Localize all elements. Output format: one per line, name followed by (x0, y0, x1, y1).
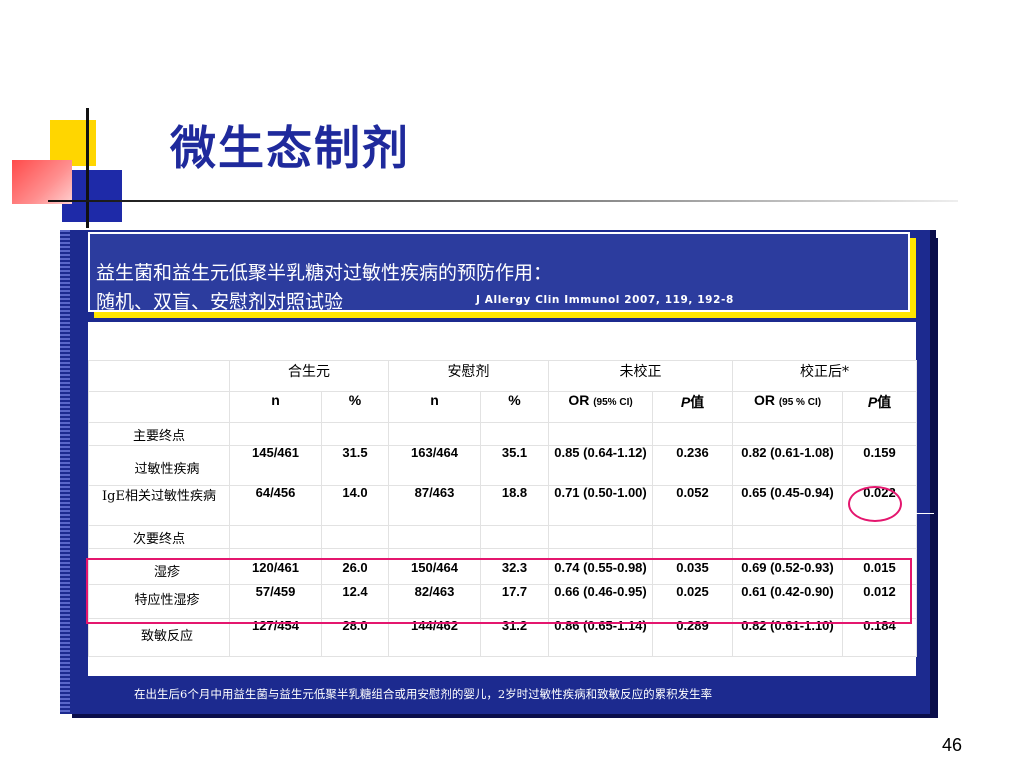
cell-or-adj: 0.69 (0.52-0.93) (732, 548, 843, 585)
decor-blue-square (62, 170, 122, 222)
decor-vertical-line (86, 108, 89, 228)
cell-p-unadj: 0.289 (652, 618, 733, 657)
cell-syn-n: 127/454 (229, 618, 322, 657)
cell-or-adj: 0.82 (0.61-1.08) (732, 445, 843, 486)
table-container: 合生元 安慰剂 未校正 校正后* n % n % OR (95% CI) P值 … (88, 322, 917, 676)
ci-label: (95 % CI) (778, 397, 822, 408)
cell-pla-pct: 17.7 (480, 584, 549, 619)
cell-p-adj: 0.159 (842, 445, 917, 486)
header-box (88, 232, 910, 312)
cell-pla-n: 144/462 (388, 618, 481, 657)
group-header-adjusted: 校正后* (732, 360, 917, 392)
header-blank (88, 360, 230, 392)
subheader-or-adj: OR (95 % CI) (732, 391, 843, 423)
group-header-unadjusted: 未校正 (548, 360, 733, 392)
citation: J Allergy Clin Immunol 2007, 119, 192-8 (476, 294, 734, 306)
cell-syn-pct: 31.5 (321, 445, 389, 486)
cell-or-adj: 0.82 (0.61-1.10) (732, 618, 843, 657)
decor-red-square (12, 160, 72, 204)
cell-syn-pct: 26.0 (321, 548, 389, 585)
slide-title: 微生态制剂 (170, 121, 410, 175)
cell-p-unadj: 0.052 (652, 485, 733, 526)
table-row: 过敏性疾病 145/461 31.5 163/464 35.1 0.85 (0.… (88, 445, 917, 486)
p-italic: P (867, 394, 878, 410)
highlight-circle (848, 486, 902, 522)
panel-stripe (60, 230, 70, 714)
ci-label: (95% CI) (593, 397, 633, 408)
section-row-secondary: 次要终点 (88, 525, 917, 549)
p-suffix: 值 (877, 394, 892, 410)
cell-syn-pct: 28.0 (321, 618, 389, 657)
sub-header-row: n % n % OR (95% CI) P值 OR (95 % CI) P值 (88, 391, 917, 423)
highlight-tick (906, 513, 934, 514)
row-label: 湿疹 (88, 548, 230, 585)
subheader-blank (88, 391, 230, 423)
or-label: OR (568, 392, 590, 408)
cell-pla-pct: 35.1 (480, 445, 549, 486)
table-row: IgE相关过敏性疾病 64/456 14.0 87/463 18.8 0.71 … (88, 485, 917, 526)
cell-or-unadj: 0.71 (0.50-1.00) (548, 485, 653, 526)
cell-syn-n: 64/456 (229, 485, 322, 526)
cell-syn-n: 145/461 (229, 445, 322, 486)
section-label-secondary: 次要终点 (88, 525, 230, 549)
cell-or-adj: 0.65 (0.45-0.94) (732, 485, 843, 526)
table-footnote: 在出生后6个月中用益生菌与益生元低聚半乳糖组合或用安慰剂的婴儿，2岁时过敏性疾病… (134, 687, 713, 701)
section-row-primary: 主要终点 (88, 422, 917, 446)
cell-pla-n: 163/464 (388, 445, 481, 486)
subheader-p-adj: P值 (842, 391, 917, 423)
table-row: 致敏反应 127/454 28.0 144/462 31.2 0.86 (0.6… (88, 618, 917, 657)
cell-syn-pct: 14.0 (321, 485, 389, 526)
cell-pla-n: 87/463 (388, 485, 481, 526)
group-header-placebo: 安慰剂 (388, 360, 549, 392)
cell-or-unadj: 0.86 (0.65-1.14) (548, 618, 653, 657)
page-number: 46 (942, 735, 963, 755)
subheader-pla-n: n (388, 391, 481, 423)
subheader-pla-pct: % (480, 391, 549, 423)
group-header-synbiotic: 合生元 (229, 360, 389, 392)
cell-or-adj: 0.61 (0.42-0.90) (732, 584, 843, 619)
p-suffix: 值 (690, 394, 705, 410)
or-label: OR (753, 392, 775, 408)
subheader-p-unadj: P值 (652, 391, 733, 423)
p-italic: P (680, 394, 691, 410)
cell-pla-pct: 18.8 (480, 485, 549, 526)
title-underline (48, 200, 958, 202)
cell-syn-pct: 12.4 (321, 584, 389, 619)
table-row: 特应性湿疹 57/459 12.4 82/463 17.7 0.66 (0.46… (88, 584, 917, 619)
row-label: IgE相关过敏性疾病 (88, 485, 230, 526)
section-label-primary: 主要终点 (88, 422, 230, 446)
subheader-syn-pct: % (321, 391, 389, 423)
header-line-1: 益生菌和益生元低聚半乳糖对过敏性疾病的预防作用： (96, 262, 553, 284)
highlight-rectangle (86, 558, 912, 624)
group-header-row: 合生元 安慰剂 未校正 校正后* (88, 360, 917, 392)
subheader-or-unadj: OR (95% CI) (548, 391, 653, 423)
row-label: 过敏性疾病 (88, 445, 230, 486)
cell-syn-n: 57/459 (229, 584, 322, 619)
cell-p-unadj: 0.236 (652, 445, 733, 486)
cell-or-unadj: 0.85 (0.64-1.12) (548, 445, 653, 486)
header-line-2: 随机、双盲、安慰剂对照试验 (96, 291, 344, 313)
cell-pla-pct: 31.2 (480, 618, 549, 657)
cell-p-adj: 0.184 (842, 618, 917, 657)
row-label: 致敏反应 (88, 618, 230, 657)
cell-p-adj: 0.012 (842, 584, 917, 619)
subheader-syn-n: n (229, 391, 322, 423)
